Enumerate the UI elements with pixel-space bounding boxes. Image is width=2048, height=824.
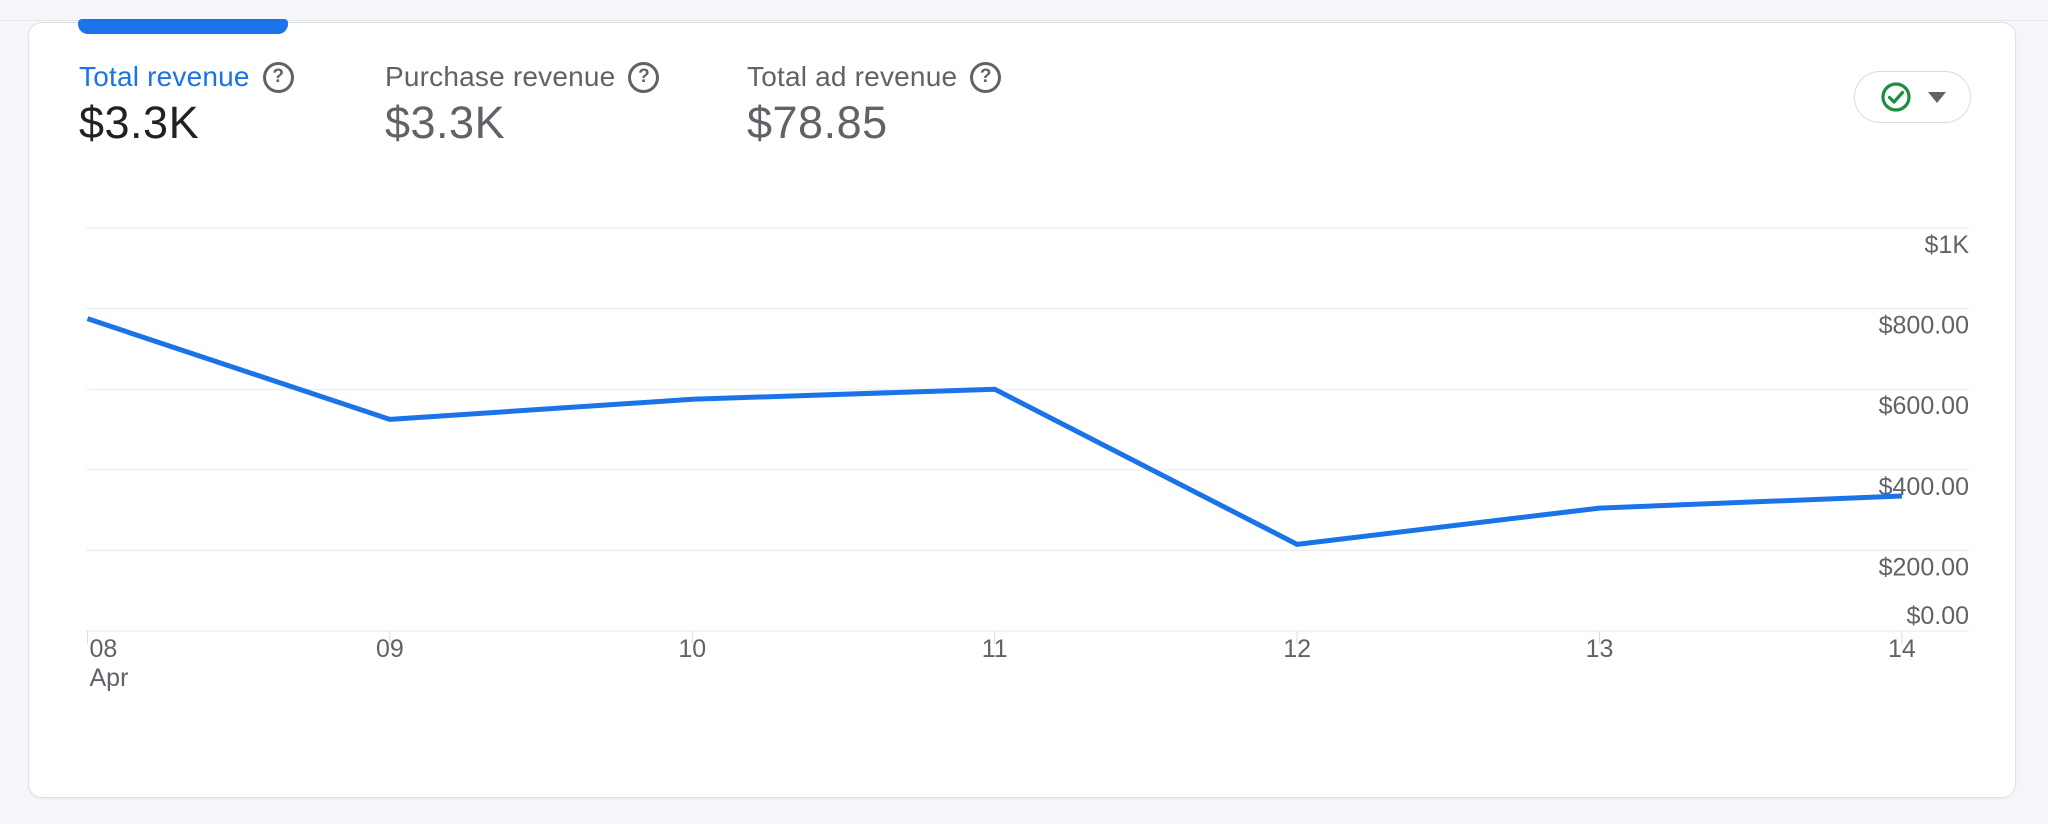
metric-total-ad-revenue[interactable]: Total ad revenue ? $78.85 [747, 61, 1002, 148]
y-axis-label: $800.00 [1879, 312, 1969, 340]
y-axis-label: $1K [1925, 231, 1970, 259]
y-axis-label: $0.00 [1906, 602, 1969, 630]
x-axis-label: 12 [1283, 635, 1311, 663]
metric-value: $3.3K [385, 97, 506, 148]
metric-value: $3.3K [79, 97, 200, 148]
metric-label: Total ad revenue [747, 61, 958, 92]
x-axis-label: 10 [678, 635, 706, 663]
y-axis-label: $600.00 [1879, 392, 1969, 420]
metric-label: Total revenue [79, 61, 250, 92]
x-axis-label: 13 [1586, 635, 1614, 663]
help-icon[interactable]: ? [262, 61, 294, 93]
revenue-chart-card: Total revenue ? $3.3K Purchase revenue ?… [28, 22, 2016, 798]
y-axis-label: $200.00 [1879, 553, 1969, 581]
metric-label: Purchase revenue [385, 61, 616, 92]
x-axis-label: 14 [1888, 635, 1916, 663]
x-axis-label: 11 [982, 635, 1008, 663]
data-quality-button[interactable] [1854, 71, 1971, 123]
x-axis-label: 09 [376, 635, 404, 663]
metric-purchase-revenue[interactable]: Purchase revenue ? $3.3K [385, 61, 660, 148]
check-circle-icon [1880, 82, 1911, 112]
revenue-line [86, 316, 1902, 547]
help-icon[interactable]: ? [970, 61, 1002, 93]
tab-strip-divider [0, 20, 2048, 21]
metric-total-revenue[interactable]: Total revenue ? $3.3K [79, 61, 294, 148]
chevron-down-icon [1927, 91, 1946, 103]
help-icon[interactable]: ? [628, 61, 660, 93]
x-axis-label: 08 [90, 635, 118, 663]
x-axis-month-label: Apr [90, 664, 129, 692]
metric-value: $78.85 [747, 97, 888, 148]
active-tab-indicator[interactable] [78, 19, 288, 34]
